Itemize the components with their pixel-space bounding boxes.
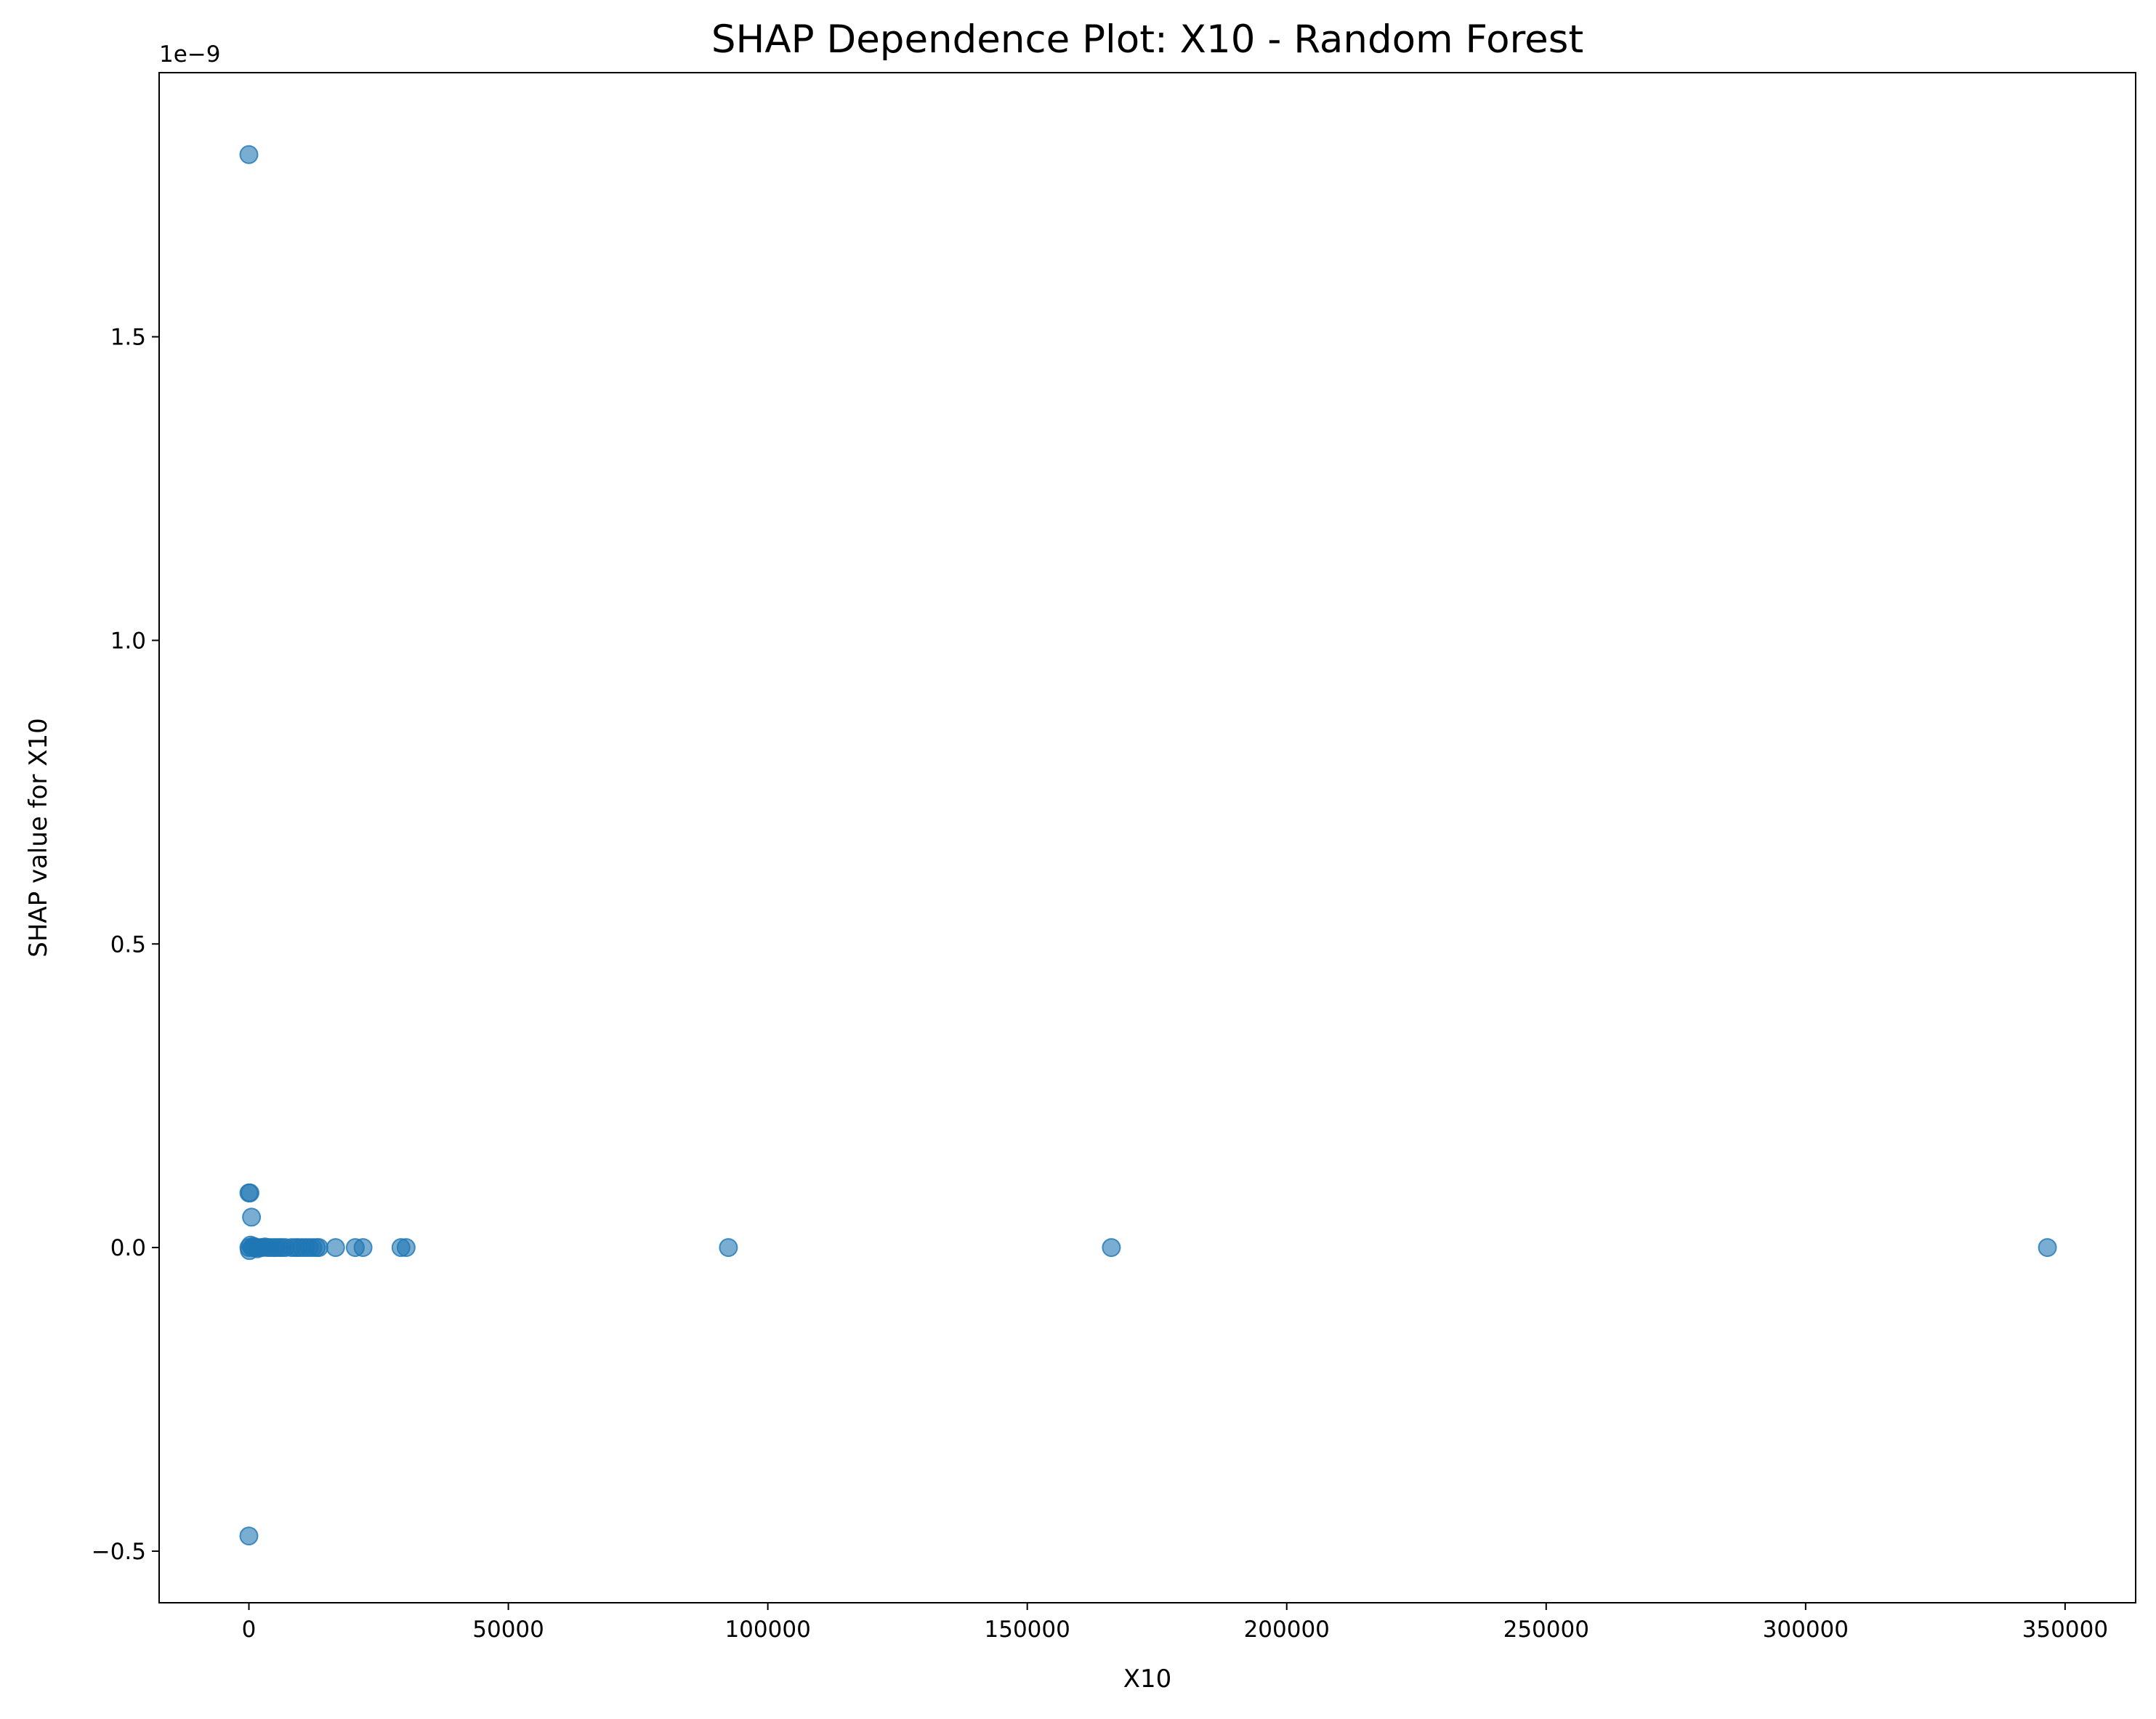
data-point xyxy=(353,1238,373,1258)
y-tick-label: 1.5 xyxy=(110,325,146,351)
y-axis-scale-label: 1e−9 xyxy=(159,41,221,68)
data-point xyxy=(239,1526,259,1546)
data-point xyxy=(309,1238,328,1258)
x-axis-title: X10 xyxy=(1123,1665,1172,1694)
data-point xyxy=(326,1238,345,1258)
data-point xyxy=(2038,1238,2057,1258)
x-tick-label: 200000 xyxy=(1244,1617,1330,1643)
x-tick-label: 300000 xyxy=(1763,1617,1849,1643)
chart-title: SHAP Dependence Plot: X10 - Random Fores… xyxy=(711,17,1583,62)
data-point xyxy=(1102,1238,1121,1258)
x-tick-label: 350000 xyxy=(2022,1617,2108,1643)
x-tick-label: 250000 xyxy=(1503,1617,1589,1643)
data-point xyxy=(396,1238,416,1258)
x-tick-label: 0 xyxy=(242,1617,257,1643)
y-axis-ticks: −0.5 0.0 0.5 1.0 1.5 xyxy=(92,325,159,1565)
x-tick-label: 150000 xyxy=(985,1617,1070,1643)
x-tick-label: 100000 xyxy=(724,1617,810,1643)
data-point xyxy=(239,145,259,164)
y-axis-title: SHAP value for X10 xyxy=(24,718,53,958)
points-layer xyxy=(239,145,2057,1546)
plot-frame xyxy=(158,72,2136,1603)
y-tick-label: −0.5 xyxy=(92,1539,146,1565)
y-tick-label: 0.0 xyxy=(110,1235,146,1261)
data-point xyxy=(242,1208,262,1227)
x-axis-ticks: 0 50000 100000 150000 200000 250000 300000 3500… xyxy=(242,1603,2108,1643)
data-point xyxy=(719,1238,738,1258)
y-tick-label: 1.0 xyxy=(110,628,146,654)
y-tick-label: 0.5 xyxy=(110,931,146,958)
x-tick-label: 50000 xyxy=(472,1617,544,1643)
data-point xyxy=(241,1183,259,1202)
